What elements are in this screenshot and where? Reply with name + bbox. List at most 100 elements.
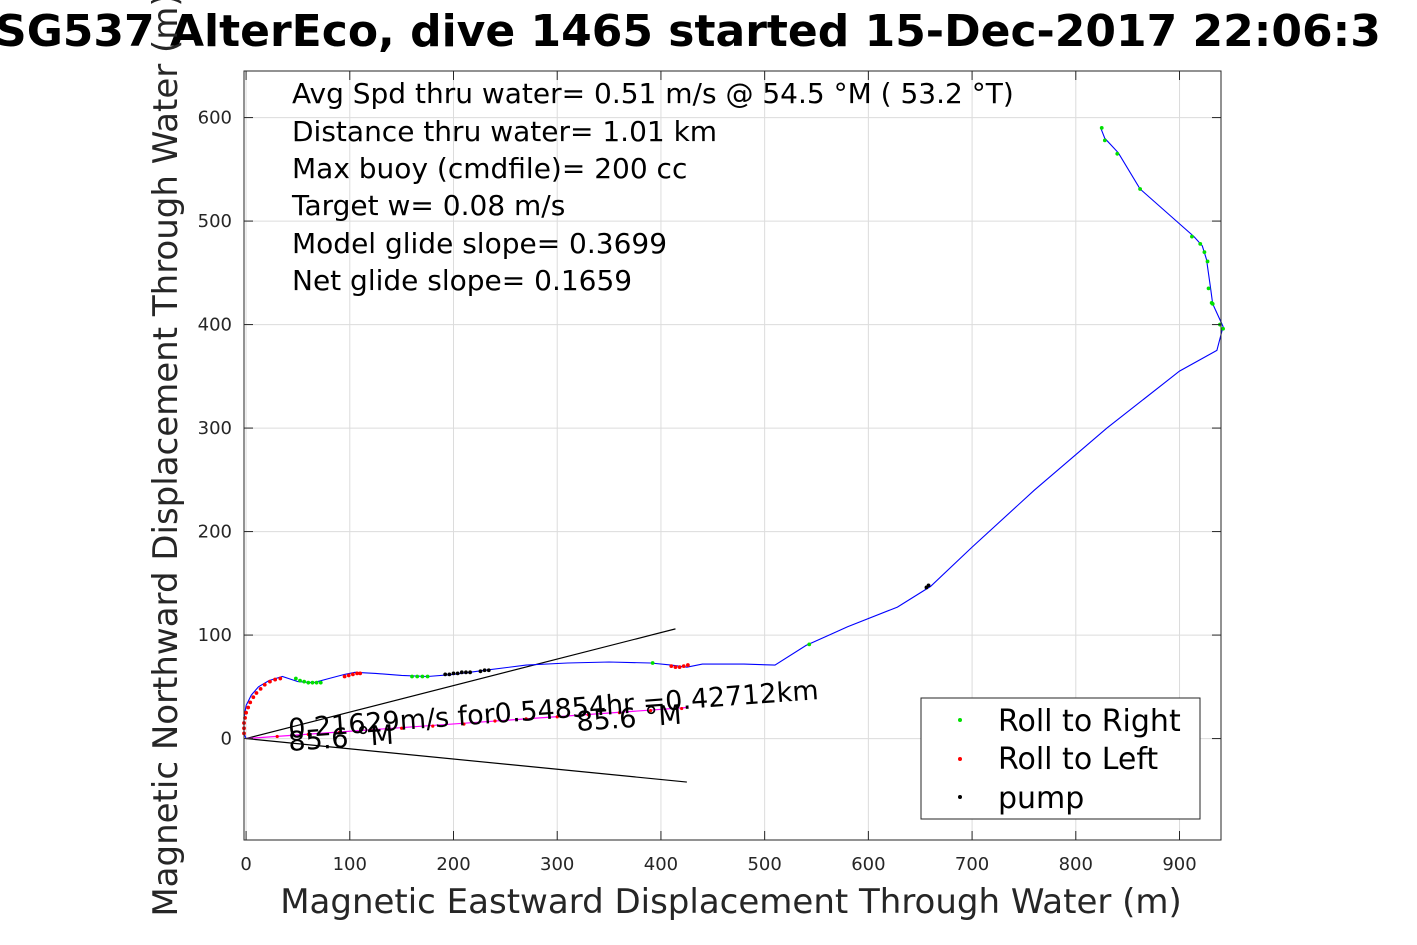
pump-point [468,670,472,675]
roll-to-left-point [358,671,363,676]
x-tick-label: 700 [955,854,989,875]
roll-to-left-point [246,705,251,710]
roll-to-right-point [1102,138,1107,143]
annotation-model-glide-slope: Model glide slope= 0.3699 [292,227,667,260]
fit-marker-point [617,711,622,715]
fit-marker-point [680,706,684,711]
fit-marker-point [648,709,653,713]
roll-to-left-point [278,676,283,681]
fit-marker-point [400,726,404,730]
annotation-net-glide-slope: Net glide slope= 0.1659 [292,264,632,297]
legend-marker-roll-to-left [958,757,962,761]
roll-to-right-point [1099,126,1104,130]
y-tick-label: 300 [198,418,232,439]
pump-point [459,670,464,675]
annotation-target-w: Target w= 0.08 m/s [291,189,565,222]
heading-line [246,737,687,783]
x-tick-label: 200 [436,854,470,875]
roll-to-left-point [681,664,686,669]
heading-label-end: 85.6 °M [575,700,682,738]
y-tick-label: 200 [198,522,232,543]
y-tick-label: 500 [198,211,232,232]
axis-ticks: 0 100 200 300 400 500 600 700 800 900 0 100 200 300 40… [198,71,1221,875]
heading-lines [245,628,687,783]
roll-to-left-point [248,700,253,705]
roll-to-right-point [1198,241,1203,246]
x-tick-label: 900 [1162,854,1196,875]
legend-label-pump: pump [998,781,1084,816]
roll-to-right-point [302,679,307,684]
fit-marker-point [555,715,559,719]
roll-to-left-point [686,663,690,667]
x-tick-label: 500 [747,854,781,875]
roll-to-left-point [258,686,263,691]
roll-to-right-point [1206,286,1211,291]
roll-to-right-point [1205,259,1210,264]
heading-label-start: 85.6 °M [287,720,394,758]
roll-to-left-point [262,682,267,687]
roll-to-right-point [415,674,420,679]
plot-frame [243,70,1222,841]
heading-line [245,628,676,740]
fit-marker-point [368,728,373,732]
roll-to-right-point [306,680,311,685]
legend-label-roll-to-right: Roll to Right [998,704,1181,739]
roll-to-left-point [677,665,682,670]
roll-to-right-point [314,680,319,685]
pump-point [464,670,468,675]
roll-to-right-point [410,674,414,679]
pump-point [482,668,487,673]
fit-line [246,706,687,740]
roll-to-left-point [351,672,355,677]
roll-to-left-point [342,674,347,679]
roll-to-right-point [425,674,430,679]
legend: Roll to Right Roll to Left pump [920,697,1201,820]
roll-to-left-point [673,665,678,670]
roll-to-right-point [293,676,298,681]
legend-label-roll-to-left: Roll to Left [998,742,1158,777]
annotation-max-buoy: Max buoy (cmdfile)= 200 cc [292,152,687,185]
pump-point [486,668,491,673]
x-tick-label: 600 [851,854,885,875]
roll-to-left-point [254,691,259,695]
pump-point [926,583,931,588]
fit-marker-point [306,732,310,737]
pump-point [443,672,448,677]
roll-to-right-point [1138,187,1143,191]
x-tick-label: 300 [540,854,574,875]
data-points [242,126,1225,739]
x-tick-label: 800 [1059,854,1093,875]
fit-marker-point [462,722,466,726]
roll-to-right-point [807,642,812,647]
fit-marker-point [586,713,590,717]
roll-to-left-point [346,673,351,678]
legend-box [920,697,1201,820]
roll-to-right-point [310,680,315,685]
fit-line-segment [246,706,687,740]
roll-to-right-point [420,674,425,679]
pump-point [455,671,460,676]
roll-to-right-point [650,661,655,665]
fit-marker-point [275,734,279,739]
roll-to-right-point [318,680,323,685]
chart-title: SG537 AlterEco, dive 1465 started 15-Dec… [0,6,1381,57]
roll-to-left-point [669,664,674,669]
x-tick-label: 100 [333,854,367,875]
legend-marker-roll-to-right [958,718,962,722]
roll-to-left-point [355,671,359,676]
fit-marker-point [431,724,435,728]
roll-to-right-point [1190,234,1194,239]
pump-point [447,672,452,677]
roll-to-right-point [1221,326,1225,331]
roll-to-left-point [268,679,272,684]
fit-marker-point [524,717,528,721]
legend-marker-pump [958,795,962,799]
x-tick-label: 0 [240,854,251,875]
roll-to-right-point [1115,151,1120,156]
annotation-block: Avg Spd thru water= 0.51 m/s @ 54.5 °M (… [291,77,1014,297]
annotation-avg-speed: Avg Spd thru water= 0.51 m/s @ 54.5 °M (… [292,77,1014,110]
pump-point [451,671,456,676]
fit-marker-point [493,719,497,723]
roll-to-left-point [244,710,248,715]
